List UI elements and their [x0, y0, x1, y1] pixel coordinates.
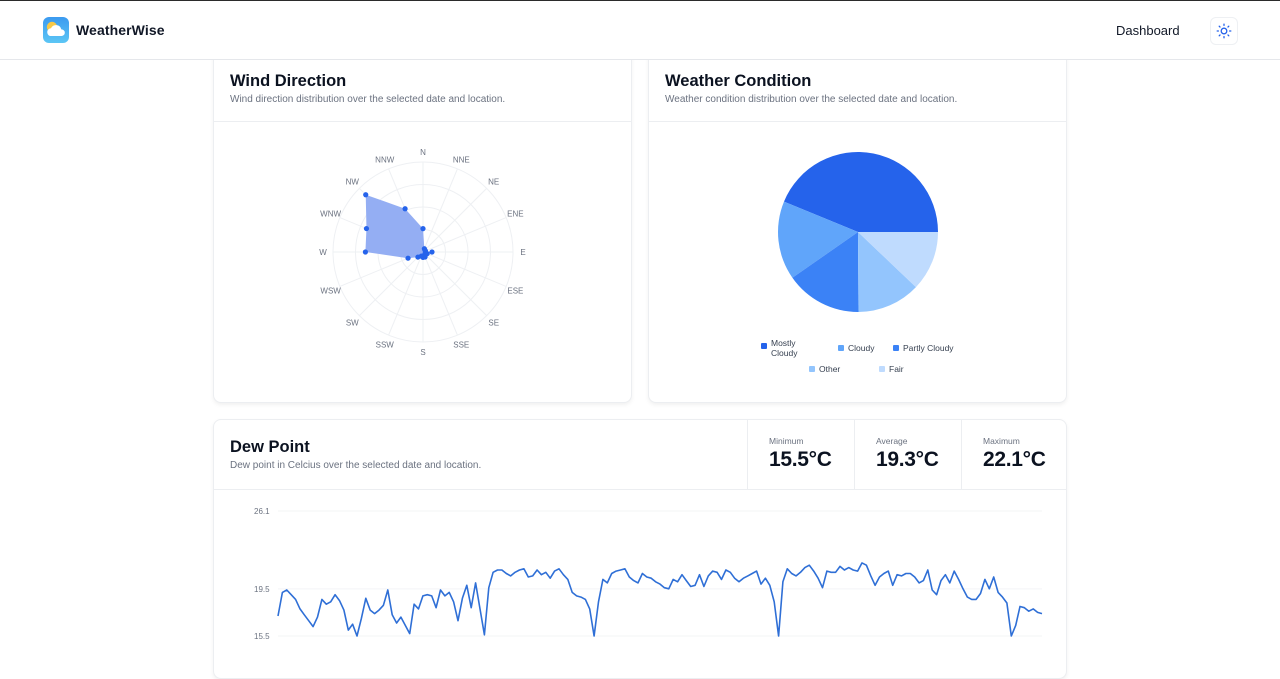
brand[interactable]: WeatherWise — [43, 17, 165, 43]
radar-point[interactable] — [363, 192, 369, 198]
window-top-border — [0, 0, 1280, 1]
dew-point-line — [277, 562, 1043, 637]
pie-slice[interactable] — [858, 232, 938, 288]
app-name: WeatherWise — [76, 22, 165, 38]
axis-label: NNW — [375, 156, 395, 165]
axis-label: NE — [488, 177, 499, 186]
weather-condition-pie-chart[interactable] — [649, 122, 1067, 402]
y-tick-label: 26.1 — [254, 507, 270, 516]
radar-point[interactable] — [405, 255, 411, 261]
card-subtitle: Dew point in Celcius over the selected d… — [230, 460, 482, 471]
top-navbar: WeatherWise Dashboard — [0, 1, 1280, 60]
dew-point-line-chart[interactable]: 15.5 19.5 26.1 — [214, 490, 1067, 679]
axis-label: WNW — [320, 210, 341, 219]
card-subtitle: Wind direction distribution over the sel… — [230, 94, 506, 105]
pie-slice[interactable] — [792, 232, 859, 312]
wind-direction-card: Wind Direction Wind direction distributi… — [213, 52, 632, 403]
axis-label: SSE — [453, 340, 469, 349]
stat-average: Average 19.3°C — [854, 420, 961, 490]
legend-item-other[interactable]: Other — [809, 364, 840, 374]
axis-label: E — [520, 248, 525, 257]
theme-toggle-button[interactable] — [1210, 17, 1238, 45]
dew-point-card: Dew Point Dew point in Celcius over the … — [213, 419, 1067, 679]
radar-point[interactable] — [415, 254, 421, 260]
stat-maximum: Maximum 22.1°C — [961, 420, 1066, 490]
axis-label: SE — [488, 319, 499, 328]
pie-slice[interactable] — [783, 152, 938, 232]
radar-point[interactable] — [362, 249, 368, 255]
axis-label: ENE — [507, 210, 523, 219]
radar-area — [365, 194, 432, 259]
radar-point[interactable] — [429, 249, 435, 255]
legend-item-mostly-cloudy[interactable]: Mostly Cloudy — [761, 338, 805, 358]
dashboard-content: Wind Direction Wind direction distributi… — [0, 52, 1280, 679]
axis-label: SW — [346, 319, 359, 328]
axis-label: WSW — [320, 286, 341, 295]
card-subtitle: Weather condition distribution over the … — [665, 94, 958, 105]
axis-label: S — [420, 348, 425, 357]
legend-item-partly-cloudy[interactable]: Partly Cloudy — [893, 343, 954, 353]
legend-swatch — [809, 366, 815, 372]
axis-label: NW — [346, 177, 360, 186]
legend-item-fair[interactable]: Fair — [879, 364, 904, 374]
sun-behind-cloud-icon — [43, 17, 69, 43]
radar-point[interactable] — [420, 226, 426, 232]
axis-label: ESE — [507, 286, 523, 295]
weather-condition-card: Weather Condition Weather condition dist… — [648, 52, 1067, 403]
pie-slice[interactable] — [858, 232, 916, 312]
axis-label: SSW — [376, 340, 395, 349]
y-tick-label: 19.5 — [254, 585, 270, 594]
legend-swatch — [879, 366, 885, 372]
stat-minimum: Minimum 15.5°C — [747, 420, 854, 490]
axis-label: NNE — [453, 156, 470, 165]
card-title: Wind Direction — [230, 72, 347, 90]
radar-point[interactable] — [363, 225, 370, 232]
card-title: Dew Point — [230, 438, 310, 456]
y-tick-label: 15.5 — [254, 632, 270, 641]
legend-swatch — [838, 345, 844, 351]
legend-swatch — [893, 345, 899, 351]
nav-dashboard-link[interactable]: Dashboard — [1116, 23, 1180, 38]
wind-radar-chart[interactable]: N NNE NE ENE E ESE SE SSE S SSW SW WSW W WNW NW NNW — [214, 122, 632, 402]
radar-point[interactable] — [402, 206, 408, 212]
axis-label: N — [420, 148, 426, 157]
legend-item-cloudy[interactable]: Cloudy — [838, 343, 874, 353]
sun-icon — [1216, 23, 1232, 39]
axis-label: W — [319, 248, 327, 257]
legend-swatch — [761, 343, 767, 349]
card-title: Weather Condition — [665, 72, 812, 90]
pie-slice[interactable] — [778, 201, 858, 278]
